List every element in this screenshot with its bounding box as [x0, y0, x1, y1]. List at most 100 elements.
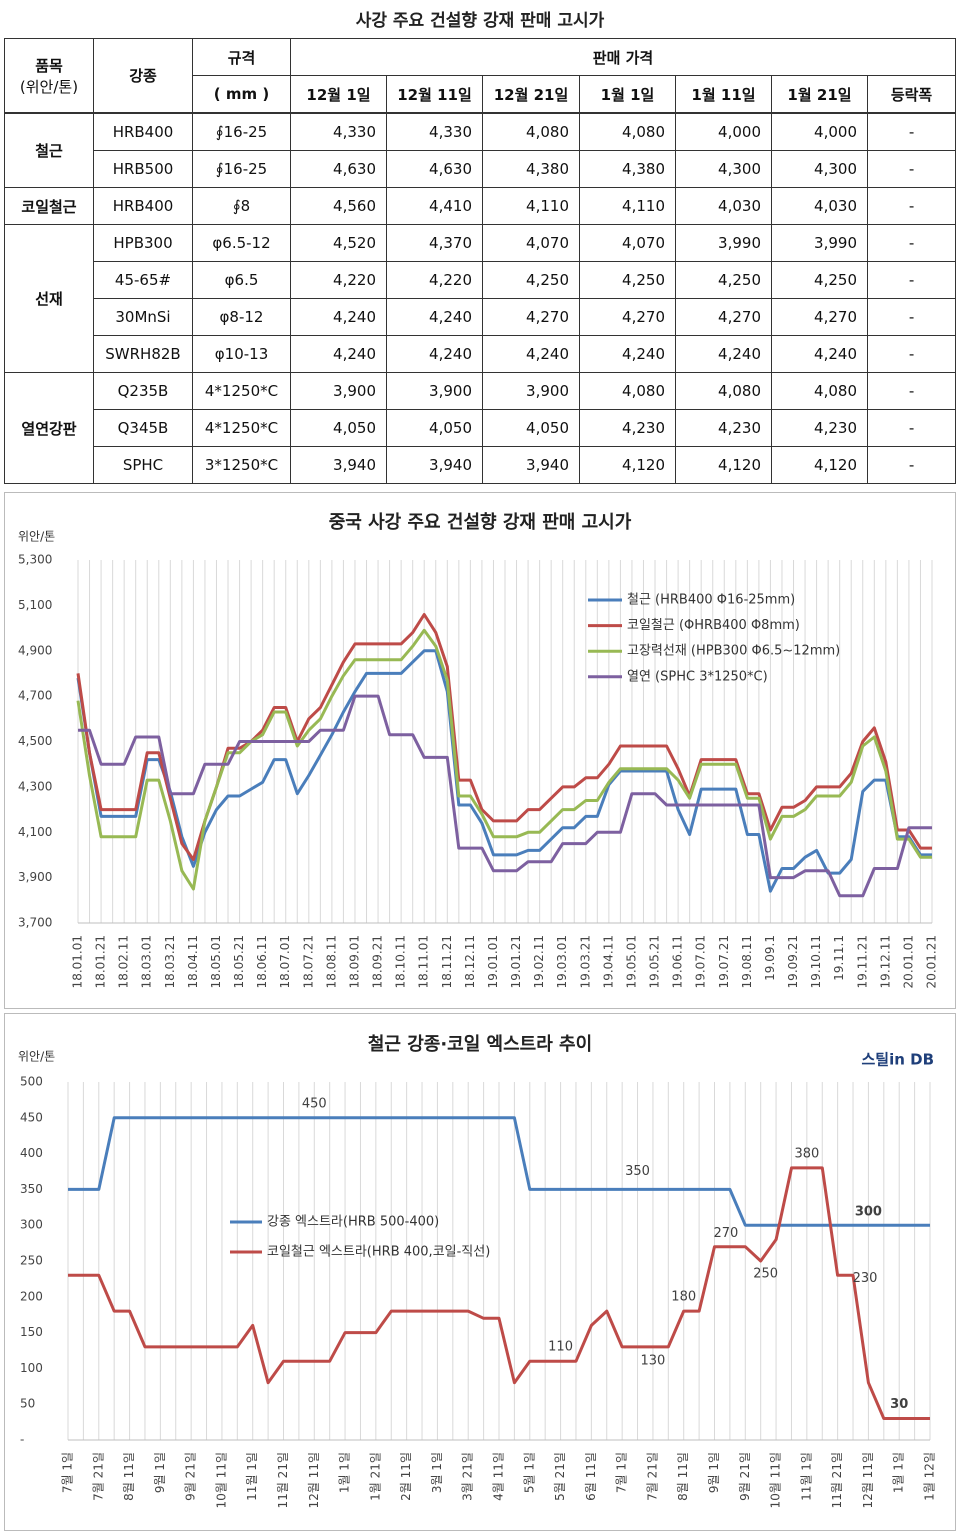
table-cell: - — [866, 112, 957, 151]
x-tick-label: 9월 21일 — [738, 1452, 752, 1501]
table-title: 사강 주요 건설향 강재 판매 고시가 — [355, 11, 605, 31]
legend-label: 열연 (SPHC 3*1250*C) — [627, 669, 768, 684]
x-tick-label: 18.01.01 — [71, 935, 85, 988]
y-tick-label: 4,700 — [18, 689, 52, 703]
x-tick-label: 20.01.01 — [901, 935, 915, 988]
x-tick-label: 11월 21일 — [830, 1452, 844, 1508]
data-label: 110 — [548, 1340, 573, 1355]
x-tick-label: 1월 1일 — [338, 1452, 352, 1493]
table-cell: 4,220 — [290, 261, 387, 299]
table-cell: SPHC — [93, 446, 193, 484]
x-tick-label: 18.11.01 — [417, 935, 431, 988]
y-tick-label: 450 — [20, 1110, 43, 1124]
table-cell: 4,270 — [579, 298, 676, 336]
series-line — [78, 694, 932, 898]
y-tick-label: 5,100 — [18, 598, 52, 612]
data-label: 300 — [855, 1205, 882, 1220]
x-tick-label: 10월 11일 — [769, 1452, 783, 1508]
table-cell: - — [866, 446, 957, 484]
table-cell: 4,240 — [386, 335, 483, 373]
table-row: SWRH82B φ10-13 4,240 4,240 4,240 4,240 4,240 4,… — [5, 335, 957, 373]
series-line — [76, 628, 932, 891]
legend-label: 코일철근 엑스트라(HRB 400,코일-직선) — [267, 1245, 490, 1260]
header-cell: 12월 21일 — [482, 75, 580, 114]
table-cell: - — [866, 372, 957, 410]
legend-label: 강종 엑스트라(HRB 500-400) — [267, 1215, 439, 1230]
x-tick-label: 10월 11일 — [214, 1452, 228, 1508]
x-tick-label: 1월 21일 — [368, 1452, 382, 1501]
y-tick-label: 350 — [20, 1182, 43, 1196]
table-cell: 4,410 — [386, 187, 483, 225]
table-row: 코일철근 HRB400 ∮8 4,560 4,410 4,110 4,110 4,030 4,0… — [4, 187, 957, 225]
legend-label: 코일철근 (ΦHRB400 Φ8mm) — [627, 618, 800, 633]
data-label: 380 — [794, 1146, 819, 1161]
x-tick-label: 11월 21일 — [276, 1452, 290, 1508]
table-row: SPHC 3*1250*C 3,940 3,940 3,940 4,120 4,120 4,1… — [5, 446, 957, 484]
table-row: 철근 HRB400 ∮16-25 4,330 4,330 4,080 4,080 4,000 4… — [4, 112, 957, 188]
table-cell: 4,120 — [579, 446, 676, 484]
x-tick-label: 12월 11일 — [861, 1452, 875, 1508]
table-cell: 4,370 — [386, 224, 483, 262]
table-cell: 4,270 — [675, 298, 772, 336]
x-tick-label: 19.05.01 — [624, 935, 638, 988]
table-cell: 4,030 — [771, 187, 868, 225]
header-cell: 12월 1일 — [290, 75, 387, 114]
x-tick-label: 9월 1일 — [707, 1452, 721, 1493]
x-tick-label: 18.08.11 — [324, 935, 338, 988]
x-tick-label: 3월 21일 — [461, 1452, 475, 1501]
table-row: HRB500 ∮16-25 4,630 4,630 4,380 4,380 4,300 4,3… — [5, 150, 957, 188]
y-tick-label: 400 — [20, 1146, 43, 1160]
series-line — [68, 1116, 930, 1227]
table-cell: 4,250 — [675, 261, 772, 299]
table-cell: SWRH82B — [93, 335, 193, 373]
x-tick-label: 20.01.21 — [925, 935, 939, 988]
table-cell: 4,250 — [771, 261, 868, 299]
header-cell: 품목 (위안/톤) — [4, 38, 94, 114]
x-tick-label: 3월 1일 — [430, 1452, 444, 1493]
x-tick-label: 18.10.11 — [394, 935, 408, 988]
y-axis-label: 위안/톤 — [18, 1050, 55, 1064]
x-tick-label: 19.05.21 — [648, 935, 662, 988]
x-tick-label: 18.12.11 — [463, 935, 477, 988]
x-tick-label: 19.06.11 — [671, 935, 685, 988]
table-body: 철근 HRB400 ∮16-25 4,330 4,330 4,080 4,080 4,000 4… — [4, 112, 957, 484]
header-cell: 규격 — [192, 38, 291, 76]
table-cell: 4,120 — [675, 446, 772, 484]
series-line — [76, 649, 932, 893]
x-tick-label: 19.08.11 — [740, 935, 754, 988]
header-cell: 판매 가격 — [289, 38, 957, 76]
table-cell: 30MnSi — [93, 298, 193, 336]
logo: 스틸in DB — [861, 1051, 934, 1069]
table-cell: HRB400 — [93, 187, 193, 225]
table-cell: 4,380 — [579, 150, 676, 188]
table-cell: HRB400 — [93, 112, 193, 151]
x-tick-label: 18.04.11 — [186, 935, 200, 988]
table-cell: φ8-12 — [192, 298, 291, 336]
x-tick-label: 18.07.01 — [278, 935, 292, 988]
y-tick-label: 4,300 — [18, 779, 52, 793]
table-cell: 4,050 — [386, 409, 483, 447]
table-cell: 4,000 — [675, 112, 772, 151]
x-tick-label: 19.02.11 — [532, 935, 546, 988]
y-tick-label: 4,100 — [18, 825, 52, 839]
y-axis-label: 위안/톤 — [18, 530, 55, 544]
table-cell: - — [866, 224, 957, 262]
x-tick-label: 9월 1일 — [153, 1452, 167, 1493]
table-cell: 3*1250*C — [192, 446, 291, 484]
y-tick-label: - — [20, 1433, 24, 1447]
table-cell: 4,220 — [386, 261, 483, 299]
table-cell: 3,940 — [482, 446, 580, 484]
table-head: 품목 (위안/톤) 강종 규격 판매 가격( mm ) 12월 1일 12월 11일 12월 … — [4, 38, 957, 114]
table-cell: φ6.5 — [192, 261, 291, 299]
x-tick-label: 18.09.01 — [347, 935, 361, 988]
x-tick-label: 18.03.21 — [163, 935, 177, 988]
y-tick-label: 500 — [20, 1075, 43, 1089]
table-cell: 4,110 — [482, 187, 580, 225]
header-cell: ( mm ) — [192, 75, 291, 114]
table-cell: 4,230 — [675, 409, 772, 447]
x-tick-label: 4월 11일 — [492, 1452, 506, 1501]
group-cell: 열연강판 — [4, 372, 94, 484]
x-tick-label: 8월 11일 — [676, 1452, 690, 1501]
